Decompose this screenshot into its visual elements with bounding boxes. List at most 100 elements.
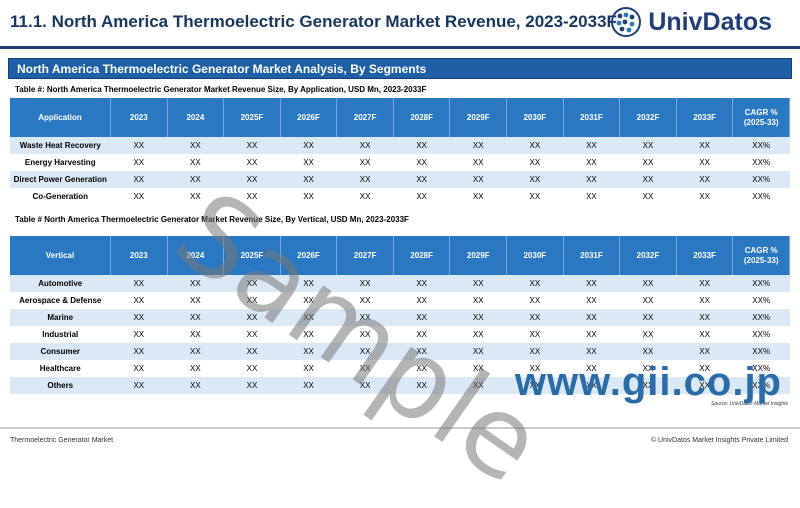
column-header: 2030F <box>506 98 564 137</box>
table-cell: XX <box>246 158 258 167</box>
table-cell: XX <box>393 275 450 292</box>
cagr-cell: XX% <box>752 158 771 167</box>
table-cell: XX <box>336 137 394 154</box>
table2-caption: Table # North America Thermoelectric Gen… <box>15 215 409 224</box>
table-cell: XX <box>393 137 450 154</box>
table-cell: XX <box>699 296 710 305</box>
table-cell: XX <box>280 309 337 326</box>
table-cell: XX <box>529 296 541 305</box>
table-cell: XX <box>110 343 168 360</box>
column-header: Vertical <box>10 236 111 275</box>
table-cell: XX <box>642 330 654 339</box>
column-header: 2023 <box>110 98 168 137</box>
table-cell: XX <box>586 330 597 339</box>
table-cell: XX <box>336 343 394 360</box>
cagr-cell: XX% <box>732 137 790 154</box>
table-cell: XX <box>110 137 168 154</box>
column-header: 2024 <box>167 236 225 275</box>
row-label: Aerospace & Defense <box>19 296 102 305</box>
table-cell: XX <box>642 296 654 305</box>
table-cell: XX <box>110 309 168 326</box>
cagr-cell: XX% <box>732 171 790 188</box>
table-cell: XX <box>110 377 168 394</box>
column-header-cagr: CAGR % (2025-33) <box>732 98 790 137</box>
source-note: Source: UnivDatos Market Insights <box>711 401 788 407</box>
table-cell: XX <box>336 275 394 292</box>
table-cell: XX <box>303 158 314 167</box>
table-cell: XX <box>699 330 710 339</box>
table-cell: XX <box>619 137 677 154</box>
table-cell: XX <box>676 309 733 326</box>
column-header: 2033F <box>676 236 734 275</box>
cagr-cell: XX% <box>732 377 790 394</box>
table-cell: XX <box>506 137 564 154</box>
table-cell: XX <box>416 330 428 339</box>
table-cell: XX <box>619 343 677 360</box>
table-cell: XX <box>246 296 258 305</box>
table-cell: XX <box>676 275 733 292</box>
column-header: 2033F <box>676 98 734 137</box>
table-cell: XX <box>619 309 677 326</box>
column-header: 2029F <box>449 98 508 137</box>
gii-watermark: www.gii.co.jp <box>514 360 782 404</box>
table-cell: XX <box>563 309 620 326</box>
column-header: 2027F <box>336 236 394 275</box>
cagr-cell: XX% <box>732 309 790 326</box>
table-cell: XX <box>336 171 394 188</box>
table-cell: XX <box>246 364 258 373</box>
row-label: Marine <box>10 309 111 326</box>
table-row: Industrial XX XX XX XX XX XX XX XX XX XX XX XX% <box>10 326 790 343</box>
table-cell: XX <box>190 330 201 339</box>
table-cell: XX <box>563 275 620 292</box>
column-header: 2030F <box>506 236 564 275</box>
table-cell: XX <box>336 309 394 326</box>
table-cell: XX <box>133 192 145 201</box>
column-header: 2028F <box>393 236 451 275</box>
column-header: 2028F <box>393 98 451 137</box>
cagr-cell: XX% <box>732 343 790 360</box>
table-cell: XX <box>393 171 450 188</box>
table-cell: XX <box>223 309 281 326</box>
table-cell: XX <box>676 377 733 394</box>
column-header: 2031F <box>563 236 621 275</box>
table-cell: XX <box>223 343 281 360</box>
table-cell: XX <box>393 309 450 326</box>
table-row: Others XX XX XX XX XX XX XX XX XX XX XX XX% <box>10 377 790 394</box>
table-cell: XX <box>190 192 201 201</box>
table-cell: XX <box>586 158 597 167</box>
cagr-cell: XX% <box>752 364 771 373</box>
table-row: Consumer XX XX XX XX XX XX XX XX XX XX XX XX% <box>10 343 790 360</box>
column-header: 2023 <box>110 236 168 275</box>
cagr-cell: XX% <box>752 330 771 339</box>
table-cell: XX <box>619 171 677 188</box>
table-cell: XX <box>676 137 733 154</box>
table-cell: XX <box>699 158 710 167</box>
table-cell: XX <box>359 364 371 373</box>
table-cell: XX <box>359 330 371 339</box>
table-cell: XX <box>133 296 145 305</box>
table-cell: XX <box>393 377 450 394</box>
table-cell: XX <box>586 296 597 305</box>
table-cell: XX <box>472 158 484 167</box>
table-cell: XX <box>472 296 484 305</box>
table-cell: XX <box>133 364 145 373</box>
table-cell: XX <box>190 364 201 373</box>
table-cell: XX <box>506 343 564 360</box>
table-row: Automotive XX XX XX XX XX XX XX XX XX XX XX XX% <box>10 275 790 292</box>
row-label: Co-Generation <box>32 192 89 201</box>
table1-caption: Table #: North America Thermoelectric Ge… <box>15 85 427 94</box>
column-header: 2032F <box>619 236 677 275</box>
table-cell: XX <box>529 330 541 339</box>
table-cell: XX <box>676 343 733 360</box>
table-cell: XX <box>280 171 337 188</box>
table-cell: XX <box>563 137 620 154</box>
table-cell: XX <box>359 296 371 305</box>
column-header: 2026F <box>280 236 338 275</box>
table-cell: XX <box>506 309 564 326</box>
table-cell: XX <box>642 364 654 373</box>
row-label: Others <box>10 377 111 394</box>
table-cell: XX <box>280 377 337 394</box>
table-cell: XX <box>586 192 597 201</box>
table-cell: XX <box>472 364 484 373</box>
row-label: Consumer <box>10 343 111 360</box>
